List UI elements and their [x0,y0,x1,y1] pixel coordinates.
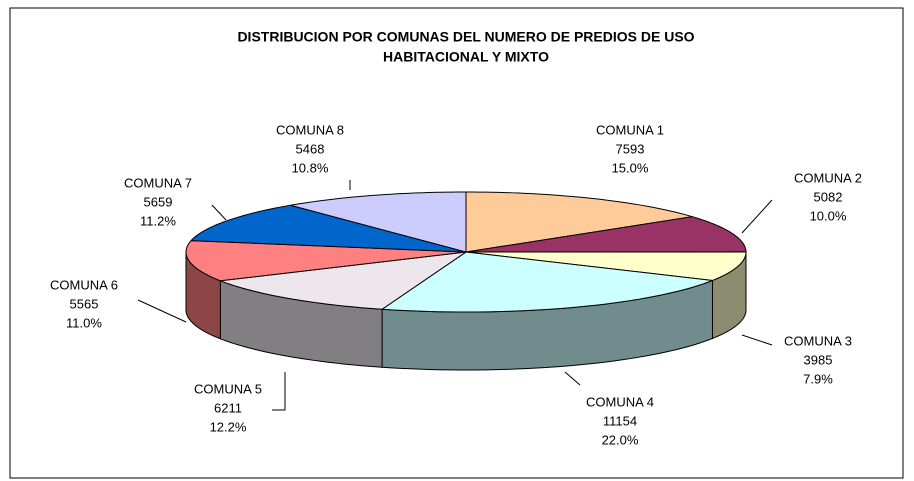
leader-line [741,334,773,346]
data-label: COMUNA 2 [794,170,862,185]
data-label: COMUNA 5 [194,381,262,396]
slice [465,191,693,253]
data-label: 7.9% [803,371,833,386]
data-label: 22.0% [602,432,639,447]
slice [465,216,747,253]
slice [220,251,467,310]
data-label: 5082 [814,189,843,204]
leader-line [211,204,227,221]
slice [189,204,467,253]
data-label: COMUNA 8 [276,122,344,137]
data-label: 7593 [616,141,645,156]
slice [290,191,467,253]
data-label: 10.0% [810,208,847,223]
leader-line [272,372,286,411]
slice [380,251,713,313]
data-label: 3985 [804,352,833,367]
data-label: 15.0% [612,160,649,175]
data-label: 6211 [214,400,242,415]
leader-line [137,299,187,323]
data-label: 5565 [70,296,99,311]
slice [185,240,467,282]
data-label: 12.2% [210,419,247,434]
data-label: COMUNA 6 [50,277,118,292]
data-label: 11154 [603,413,637,428]
data-label: 10.8% [292,160,329,175]
data-label: COMUNA 4 [586,394,654,409]
chart-title: HABITACIONAL Y MIXTO [383,49,549,65]
data-label: COMUNA 3 [784,333,852,348]
data-label: 5468 [296,141,325,156]
chart-title: DISTRIBUCION POR COMUNAS DEL NUMERO DE P… [237,29,694,45]
data-label: 11.2% [140,213,176,228]
slice [465,251,747,281]
data-label: COMUNA 1 [596,122,664,137]
leader-line [741,199,773,234]
data-label: 11.0% [66,315,102,330]
data-label: COMUNA 7 [124,175,192,190]
leader-line [564,371,581,386]
data-label: 5659 [144,194,173,209]
